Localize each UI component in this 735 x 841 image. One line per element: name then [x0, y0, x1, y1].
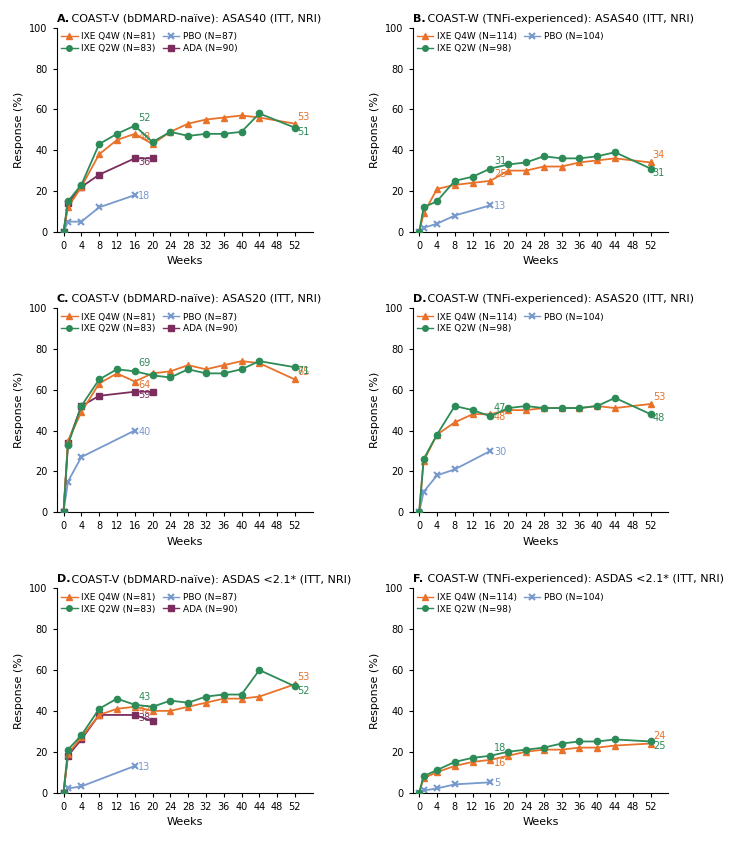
Text: 18: 18 — [494, 743, 506, 753]
Text: 30: 30 — [494, 447, 506, 457]
X-axis label: Weeks: Weeks — [167, 817, 203, 827]
Text: 53: 53 — [653, 392, 665, 402]
Text: COAST-W (TNFi-experienced): ASAS40 (ITT, NRI): COAST-W (TNFi-experienced): ASAS40 (ITT,… — [424, 13, 694, 24]
Text: F.: F. — [412, 574, 423, 584]
Text: 71: 71 — [297, 367, 309, 377]
Y-axis label: Response (%): Response (%) — [14, 372, 24, 448]
Text: COAST-W (TNFi-experienced): ASAS20 (ITT, NRI): COAST-W (TNFi-experienced): ASAS20 (ITT,… — [424, 294, 694, 304]
Text: 53: 53 — [297, 672, 309, 682]
Text: 5: 5 — [494, 779, 501, 789]
Text: 40: 40 — [138, 426, 151, 436]
Text: 31: 31 — [494, 156, 506, 166]
Y-axis label: Response (%): Response (%) — [370, 92, 379, 168]
Text: 48: 48 — [653, 414, 665, 423]
Legend: IXE Q4W (N=114), IXE Q2W (N=98), PBO (N=104): IXE Q4W (N=114), IXE Q2W (N=98), PBO (N=… — [417, 313, 603, 333]
Text: 36: 36 — [138, 156, 151, 167]
Legend: IXE Q4W (N=81), IXE Q2W (N=83), PBO (N=87), ADA (N=90): IXE Q4W (N=81), IXE Q2W (N=83), PBO (N=8… — [61, 32, 237, 53]
Text: D.: D. — [412, 294, 426, 304]
Text: 43: 43 — [138, 691, 151, 701]
Text: 38: 38 — [138, 713, 151, 723]
Text: 47: 47 — [494, 403, 506, 413]
Legend: IXE Q4W (N=81), IXE Q2W (N=83), PBO (N=87), ADA (N=90): IXE Q4W (N=81), IXE Q2W (N=83), PBO (N=8… — [61, 593, 237, 614]
Text: D.: D. — [57, 574, 71, 584]
Text: 24: 24 — [653, 732, 665, 742]
Text: 65: 65 — [297, 368, 309, 378]
Text: B.: B. — [412, 13, 425, 24]
Text: 16: 16 — [494, 758, 506, 768]
Text: 64: 64 — [138, 379, 151, 389]
Text: 13: 13 — [494, 202, 506, 211]
Text: 69: 69 — [138, 358, 151, 368]
Legend: IXE Q4W (N=81), IXE Q2W (N=83), PBO (N=87), ADA (N=90): IXE Q4W (N=81), IXE Q2W (N=83), PBO (N=8… — [61, 313, 237, 333]
Text: 59: 59 — [138, 390, 151, 400]
Text: COAST-V (bDMARD-naïve): ASAS40 (ITT, NRI): COAST-V (bDMARD-naïve): ASAS40 (ITT, NRI… — [68, 13, 322, 24]
Text: 52: 52 — [297, 685, 309, 696]
X-axis label: Weeks: Weeks — [167, 257, 203, 267]
Legend: IXE Q4W (N=114), IXE Q2W (N=98), PBO (N=104): IXE Q4W (N=114), IXE Q2W (N=98), PBO (N=… — [417, 593, 603, 614]
X-axis label: Weeks: Weeks — [523, 537, 559, 547]
Text: 42: 42 — [138, 705, 151, 715]
Text: A.: A. — [57, 13, 70, 24]
Y-axis label: Response (%): Response (%) — [370, 653, 379, 728]
Text: 51: 51 — [297, 127, 309, 137]
Text: 48: 48 — [138, 132, 151, 142]
Text: 53: 53 — [297, 112, 309, 122]
Text: 52: 52 — [138, 113, 151, 123]
Y-axis label: Response (%): Response (%) — [14, 653, 24, 728]
Text: 25: 25 — [653, 741, 665, 751]
X-axis label: Weeks: Weeks — [523, 257, 559, 267]
Legend: IXE Q4W (N=114), IXE Q2W (N=98), PBO (N=104): IXE Q4W (N=114), IXE Q2W (N=98), PBO (N=… — [417, 32, 603, 53]
Text: 25: 25 — [494, 169, 506, 179]
Text: COAST-W (TNFi-experienced): ASDAS <2.1* (ITT, NRI): COAST-W (TNFi-experienced): ASDAS <2.1* … — [424, 574, 724, 584]
X-axis label: Weeks: Weeks — [523, 817, 559, 827]
Text: 34: 34 — [653, 151, 665, 161]
Text: C.: C. — [57, 294, 69, 304]
Text: COAST-V (bDMARD-naïve): ASDAS <2.1* (ITT, NRI): COAST-V (bDMARD-naïve): ASDAS <2.1* (ITT… — [68, 574, 351, 584]
Text: 18: 18 — [138, 191, 151, 201]
Text: 31: 31 — [653, 167, 665, 177]
X-axis label: Weeks: Weeks — [167, 537, 203, 547]
Y-axis label: Response (%): Response (%) — [370, 372, 379, 448]
Text: 13: 13 — [138, 762, 151, 772]
Text: COAST-V (bDMARD-naïve): ASAS20 (ITT, NRI): COAST-V (bDMARD-naïve): ASAS20 (ITT, NRI… — [68, 294, 322, 304]
Y-axis label: Response (%): Response (%) — [14, 92, 24, 168]
Text: 48: 48 — [494, 412, 506, 422]
